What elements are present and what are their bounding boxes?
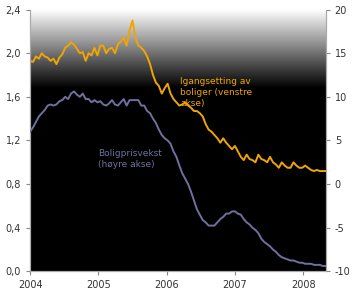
Text: Igangsetting av
boliger (venstre
akse): Igangsetting av boliger (venstre akse) <box>180 77 252 108</box>
Text: Boligprisvekst
(høyre akse): Boligprisvekst (høyre akse) <box>98 149 162 169</box>
